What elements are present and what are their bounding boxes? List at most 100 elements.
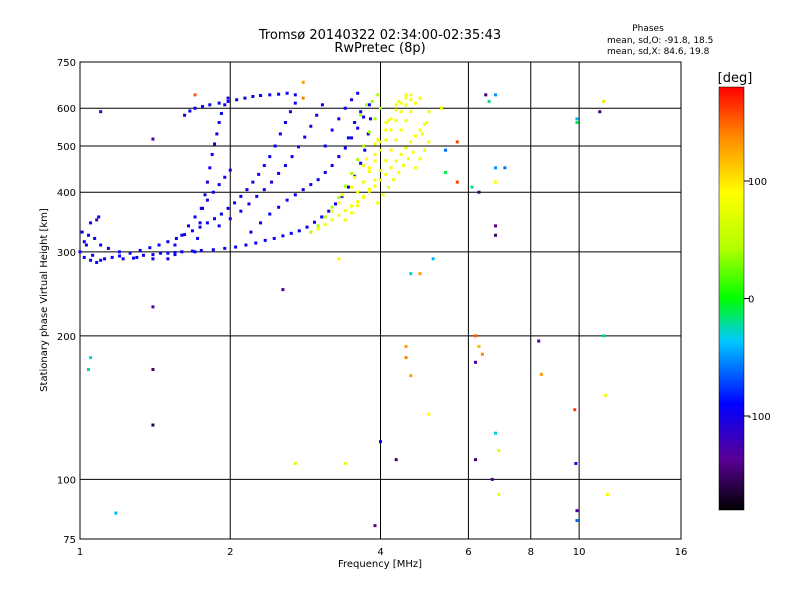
colorbar-tick-label: -100 [748, 412, 771, 423]
data-point [394, 119, 398, 123]
data-point [330, 164, 334, 168]
data-point [455, 140, 459, 144]
data-point [356, 200, 360, 204]
stats-line-o: mean, sd,O: -91.8, 18.5 [607, 36, 713, 46]
data-point [418, 128, 422, 132]
data-point [132, 256, 136, 260]
data-point [301, 80, 305, 84]
data-point [196, 236, 200, 240]
x-tick-label: 1 [77, 547, 83, 558]
data-point [297, 229, 301, 233]
data-point [394, 108, 398, 112]
data-point [337, 195, 341, 199]
data-point [305, 225, 309, 229]
data-point [259, 94, 263, 98]
data-point [473, 334, 477, 338]
data-point [503, 166, 507, 170]
data-point [337, 117, 341, 121]
data-point [193, 215, 197, 219]
data-point [373, 159, 377, 163]
data-point [418, 157, 422, 161]
data-point [323, 223, 327, 227]
data-point [320, 215, 324, 219]
data-point [359, 113, 363, 117]
stats-heading: Phases [632, 24, 664, 34]
x-axis-label: Frequency [MHz] [338, 559, 422, 570]
data-point [285, 198, 289, 202]
data-point [213, 142, 217, 146]
data-point [343, 218, 347, 222]
data-point [223, 175, 227, 179]
data-point [235, 98, 239, 102]
data-point [151, 137, 155, 141]
data-point [244, 243, 248, 247]
data-point [473, 458, 477, 462]
y-tick-label: 200 [57, 332, 76, 343]
data-point [409, 374, 413, 378]
data-point [217, 224, 221, 228]
data-point [353, 175, 357, 179]
data-point [394, 103, 398, 107]
data-point [455, 180, 459, 184]
data-point [223, 246, 227, 250]
x-tick-label: 8 [528, 547, 534, 558]
data-point [208, 103, 212, 107]
data-point [484, 93, 488, 97]
data-point [301, 96, 305, 100]
data-point [497, 448, 501, 452]
data-point [99, 258, 103, 262]
y-tick-label: 400 [57, 188, 76, 199]
data-point [337, 155, 341, 159]
data-point [198, 221, 202, 225]
data-point [376, 201, 380, 205]
data-point [95, 218, 99, 222]
data-point [226, 206, 230, 210]
data-point [427, 110, 431, 114]
data-point [363, 148, 367, 152]
data-point [205, 198, 209, 202]
data-point [365, 103, 369, 107]
data-point [97, 215, 101, 219]
data-point [418, 96, 422, 100]
data-point [166, 240, 170, 244]
data-point [574, 461, 578, 465]
data-point [118, 254, 122, 258]
data-point [208, 166, 212, 170]
data-point [379, 106, 382, 110]
data-point [183, 113, 187, 117]
data-point [281, 288, 285, 292]
data-point [272, 236, 276, 240]
data-point [121, 257, 125, 261]
data-point [440, 106, 444, 110]
data-point [84, 243, 88, 247]
data-point [135, 255, 139, 259]
data-point [190, 229, 194, 233]
data-point [370, 99, 374, 103]
data-point [494, 233, 498, 237]
data-point [404, 103, 408, 107]
data-point [444, 148, 448, 152]
data-point [249, 230, 253, 234]
data-point [473, 360, 477, 364]
data-point [494, 180, 498, 184]
data-point [444, 170, 448, 174]
data-point [228, 217, 232, 221]
data-point [293, 93, 297, 97]
data-point [477, 344, 481, 348]
data-point [413, 101, 417, 105]
data-point [215, 132, 219, 136]
data-point [293, 193, 297, 197]
data-point [373, 117, 377, 121]
data-point [211, 248, 215, 252]
x-tick-label: 4 [377, 547, 383, 558]
data-point [399, 152, 403, 156]
data-point [411, 150, 415, 154]
data-point [138, 248, 142, 252]
data-point [257, 172, 261, 176]
data-point [99, 243, 103, 247]
data-point [367, 130, 371, 134]
x-tick-label: 10 [573, 547, 586, 558]
data-point [273, 144, 277, 148]
chart-title: Tromsø 20140322 02:34:00-02:35:43 [258, 28, 501, 43]
data-point [239, 209, 243, 213]
